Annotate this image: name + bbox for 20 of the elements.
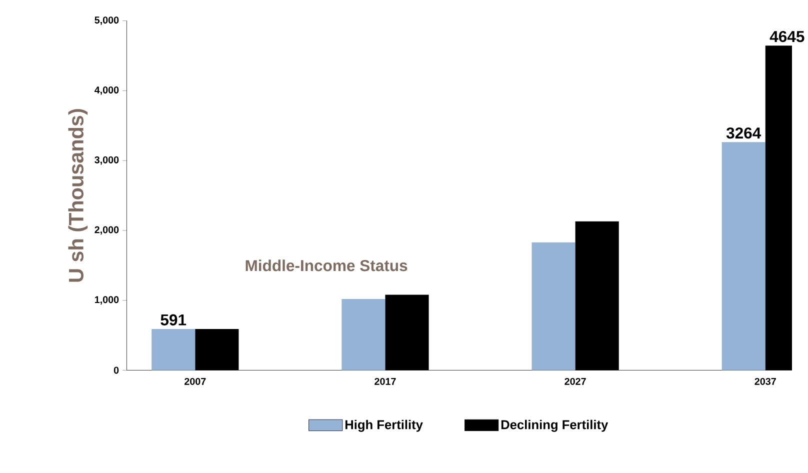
x-tick-label: 2007 [184,378,206,385]
bar [342,298,386,370]
data-label: 4645 [770,30,804,42]
x-tick-label: 2027 [564,378,586,385]
y-tick-label: 0 [114,366,119,374]
legend-label: High Fertility [345,420,423,432]
x-tick-label: 2017 [374,378,396,385]
y-axis-title: U sh (Thousands) [68,109,88,282]
legend-label: Declining Fertility [501,420,608,432]
data-label: 591 [160,314,186,326]
x-tick-label: 2037 [754,378,776,385]
y-tick-label: 5,000 [94,16,119,25]
y-tick-label: 2,000 [94,226,119,235]
bar [532,242,576,370]
data-label: 3264 [726,127,762,139]
y-tick-label: 1,000 [94,296,119,304]
y-tick-label: 3,000 [94,156,119,165]
bar [152,328,196,370]
y-tick-label: 4,000 [94,86,119,95]
annotation: Middle-Income Status [246,260,408,272]
